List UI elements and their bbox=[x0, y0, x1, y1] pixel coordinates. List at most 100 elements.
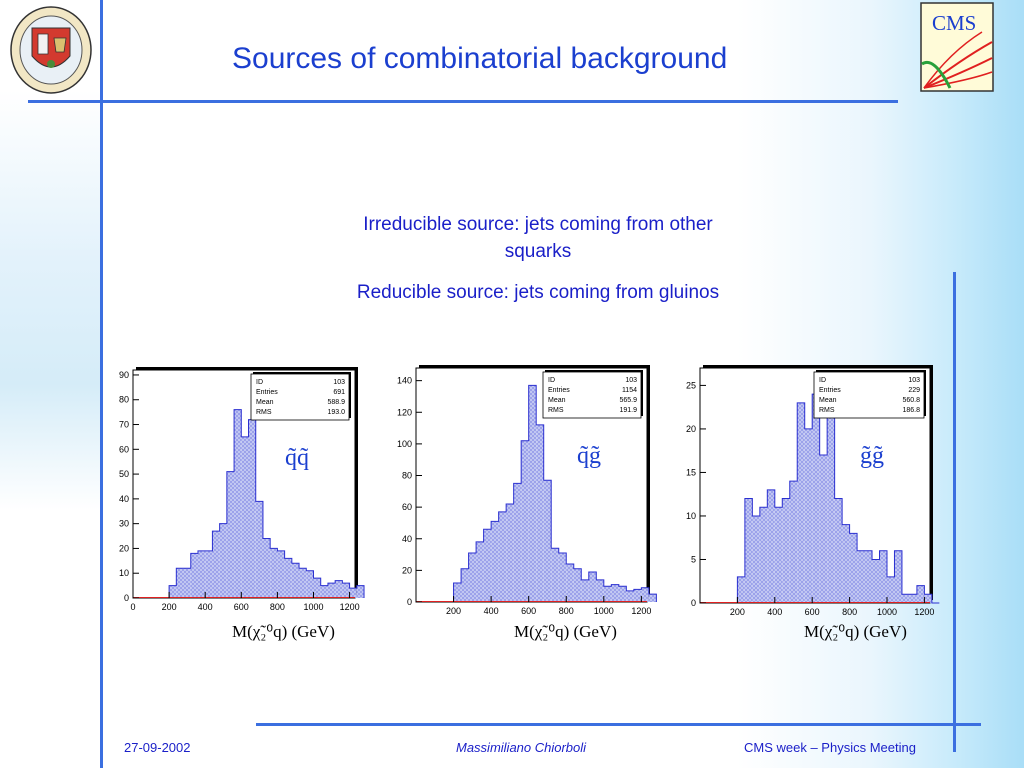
histogram-bar bbox=[626, 590, 634, 602]
histogram-bar bbox=[588, 571, 597, 602]
y-tick-label: 120 bbox=[397, 407, 412, 417]
histogram-bar bbox=[596, 579, 604, 602]
x-tick-label: 0 bbox=[130, 602, 135, 612]
histogram-bar bbox=[819, 455, 828, 603]
histogram-bar bbox=[551, 548, 559, 602]
stats-label: Entries bbox=[819, 387, 841, 394]
y-tick-label: 60 bbox=[402, 502, 412, 512]
histogram-bar bbox=[262, 538, 271, 598]
histogram-bar bbox=[648, 594, 657, 602]
stats-value: 103 bbox=[908, 377, 920, 384]
histogram-bar bbox=[342, 583, 350, 598]
histogram-bar bbox=[284, 558, 292, 598]
y-tick-label: 20 bbox=[686, 424, 696, 434]
histogram-bar bbox=[759, 507, 768, 603]
histogram-bar bbox=[491, 521, 499, 602]
histogram-bar bbox=[633, 589, 642, 602]
subtitle-line-3: Reducible source: jets coming from gluin… bbox=[356, 282, 720, 303]
histogram-bar bbox=[543, 480, 552, 602]
stats-value: 191.9 bbox=[619, 407, 637, 414]
histogram-bar bbox=[894, 550, 902, 603]
histogram-bar bbox=[558, 552, 567, 602]
left-vertical-rule bbox=[100, 0, 103, 768]
x-tick-label: 600 bbox=[521, 606, 536, 616]
stats-value: 1154 bbox=[622, 387, 637, 394]
stats-label: Mean bbox=[819, 397, 837, 404]
histogram-bar bbox=[536, 424, 544, 602]
histogram-bar bbox=[299, 568, 307, 598]
histogram-bar bbox=[306, 570, 314, 598]
histogram-bar bbox=[277, 550, 285, 598]
stats-value: 691 bbox=[333, 389, 345, 396]
stats-label: Mean bbox=[256, 399, 274, 406]
histogram-bar bbox=[864, 550, 873, 603]
histogram-bar bbox=[506, 503, 514, 602]
histogram-panel-squark-squark: 0 200 400 600 800 1000 1200 0 10 20 30 40 50 60 70 80 90… bbox=[119, 367, 365, 612]
y-tick-label: 25 bbox=[686, 380, 696, 390]
y-tick-label: 80 bbox=[119, 395, 129, 405]
histogram-bar bbox=[834, 498, 843, 603]
y-tick-label: 5 bbox=[691, 554, 696, 564]
stats-box bbox=[250, 373, 350, 421]
histogram-bar bbox=[197, 550, 206, 598]
x-tick-label: 1200 bbox=[631, 606, 651, 616]
subtitle-line-2: squarks bbox=[504, 241, 572, 262]
histogram-bar bbox=[248, 419, 256, 598]
stats-label: RMS bbox=[256, 409, 272, 416]
x-tick-label: 1200 bbox=[340, 602, 360, 612]
histogram-bar bbox=[886, 576, 895, 603]
histogram-bar bbox=[842, 524, 850, 603]
histogram-bar bbox=[483, 529, 492, 602]
histogram-outline bbox=[168, 409, 365, 598]
histogram-bar bbox=[291, 563, 300, 598]
x-tick-label: 1000 bbox=[303, 602, 323, 612]
histogram-bar bbox=[255, 501, 263, 598]
x-tick-label: 1200 bbox=[914, 607, 934, 617]
y-tick-label: 40 bbox=[119, 494, 129, 504]
process-label: g̃g̃ bbox=[860, 443, 884, 469]
histogram-bar bbox=[320, 585, 328, 598]
histogram-bar bbox=[468, 552, 477, 602]
stats-label: RMS bbox=[548, 407, 564, 414]
histogram-bar bbox=[205, 550, 213, 598]
stats-value: 103 bbox=[333, 379, 345, 386]
histogram-bar bbox=[241, 436, 249, 598]
y-tick-label: 0 bbox=[407, 597, 412, 607]
process-label: q̃q̃ bbox=[285, 445, 309, 471]
histogram-bar bbox=[219, 523, 227, 598]
histogram-bar bbox=[327, 583, 336, 598]
y-tick-label: 90 bbox=[119, 370, 129, 380]
histogram-bar bbox=[879, 550, 887, 603]
histogram-bar bbox=[744, 498, 753, 603]
histogram-bar bbox=[909, 594, 917, 603]
x-tick-label: 400 bbox=[484, 606, 499, 616]
histogram-bar bbox=[566, 564, 574, 602]
histogram-bar bbox=[349, 588, 357, 598]
histogram-bar bbox=[513, 483, 522, 602]
histogram-bar bbox=[183, 568, 191, 598]
footer-author: Massimiliano Chiorboli bbox=[456, 740, 587, 755]
stats-label: Mean bbox=[548, 397, 566, 404]
histogram-bar bbox=[618, 586, 627, 602]
histogram-bar bbox=[190, 553, 198, 598]
histogram-bar bbox=[767, 489, 775, 603]
histogram-bar bbox=[453, 583, 462, 602]
histogram-bar bbox=[916, 585, 925, 603]
histogram-bar bbox=[498, 511, 507, 602]
header-horizontal-rule bbox=[28, 100, 898, 103]
cms-logo-text: CMS bbox=[932, 11, 976, 35]
histogram-bar bbox=[611, 584, 619, 602]
histogram-bar bbox=[872, 559, 880, 603]
histogram-bar bbox=[752, 515, 760, 603]
stats-label: RMS bbox=[819, 407, 835, 414]
histogram-bar bbox=[924, 594, 932, 603]
y-tick-label: 20 bbox=[119, 543, 129, 553]
left-background-wash bbox=[0, 90, 100, 510]
histogram-bar bbox=[169, 585, 177, 598]
stats-value: 565.9 bbox=[619, 397, 637, 404]
y-tick-label: 80 bbox=[402, 471, 412, 481]
histogram-outline bbox=[453, 384, 657, 602]
x-tick-label: 800 bbox=[559, 606, 574, 616]
x-tick-label: 200 bbox=[730, 607, 745, 617]
university-seal-logo bbox=[10, 6, 92, 94]
